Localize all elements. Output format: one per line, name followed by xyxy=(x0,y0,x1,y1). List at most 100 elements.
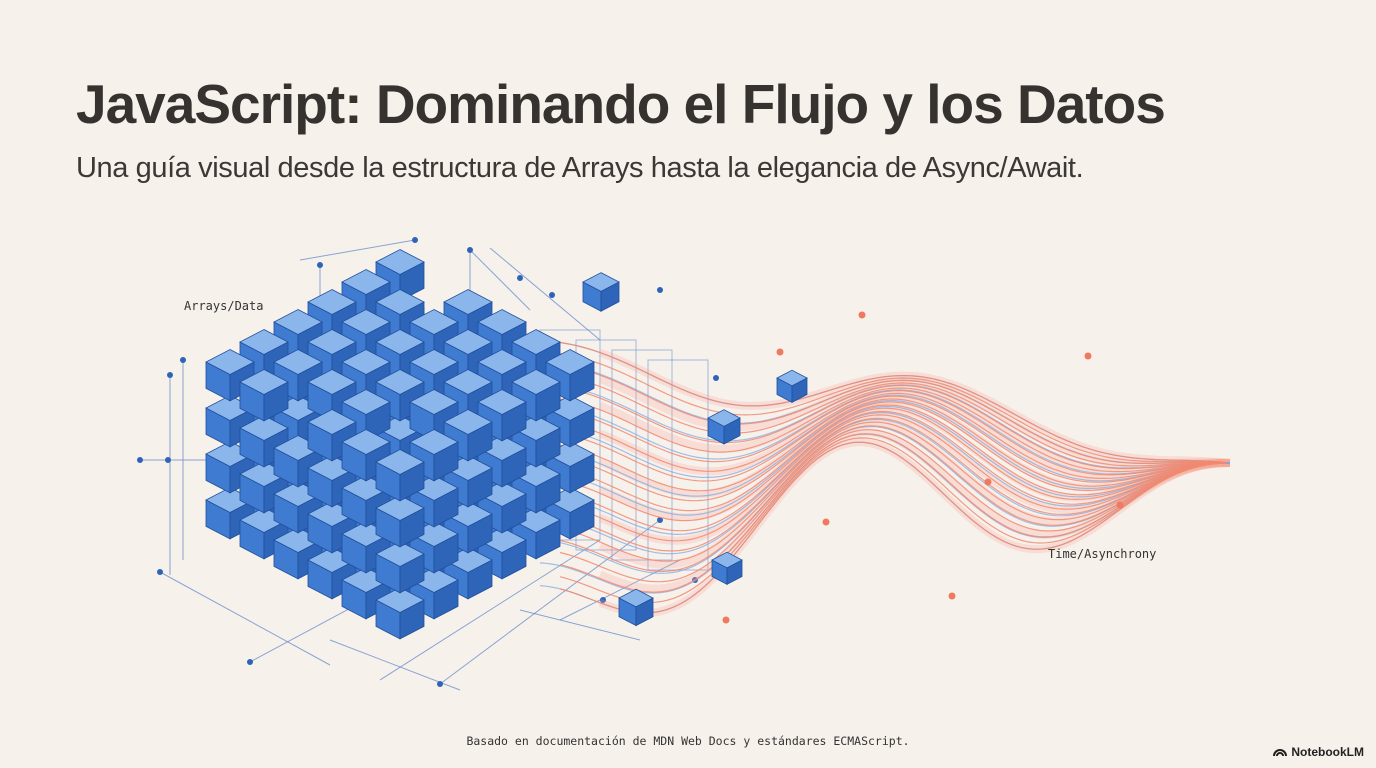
cube-top xyxy=(307,409,357,435)
wave-dot xyxy=(822,518,830,526)
wave-line xyxy=(559,407,1227,522)
decor-line xyxy=(469,249,531,311)
wave-line xyxy=(598,383,1231,475)
right-label: Time/Asynchrony xyxy=(1048,547,1156,561)
cube-top xyxy=(341,429,391,455)
cube-top xyxy=(205,349,255,375)
wave-line xyxy=(559,392,1226,479)
cube-top xyxy=(375,541,425,567)
wave-line xyxy=(559,364,1227,464)
decor-dot xyxy=(713,375,719,381)
left-label: Arrays/Data xyxy=(184,299,263,313)
cube-top xyxy=(375,495,425,521)
wave-line xyxy=(559,421,1227,562)
decor-dot xyxy=(549,292,555,298)
decor-dot xyxy=(600,597,606,603)
wave-dot xyxy=(948,592,956,600)
decor-dot xyxy=(165,457,171,463)
cube-top xyxy=(375,329,425,355)
cube-top xyxy=(239,329,289,355)
wave-line xyxy=(559,395,1227,483)
cube-top xyxy=(511,369,561,395)
brand: NotebookLM xyxy=(1273,745,1364,759)
floating-cubes xyxy=(582,272,808,627)
wave-line xyxy=(559,353,1227,464)
cube-top xyxy=(341,309,391,335)
wave-line xyxy=(559,437,1227,604)
decor-dot xyxy=(412,237,418,243)
decor-line xyxy=(489,247,601,341)
wave-line xyxy=(559,410,1227,532)
cube-top xyxy=(341,389,391,415)
cube-top xyxy=(307,289,357,315)
decor-dot xyxy=(157,569,163,575)
wave-dot xyxy=(1084,352,1092,360)
wave-line xyxy=(559,429,1227,583)
cube-top xyxy=(375,249,425,275)
cube-top xyxy=(443,289,493,315)
wave-line xyxy=(559,401,1227,502)
wave-dot xyxy=(776,348,784,356)
cube-top xyxy=(409,389,459,415)
footer-note: Basado en documentación de MDN Web Docs … xyxy=(466,734,910,748)
decor-dot xyxy=(517,275,523,281)
cube-top xyxy=(477,349,527,375)
decor-dot xyxy=(437,681,443,687)
wave-line xyxy=(559,384,1227,470)
decor-line xyxy=(439,519,661,685)
wave-line xyxy=(559,375,1227,467)
decor-dot xyxy=(247,659,253,665)
decor-line xyxy=(379,539,601,681)
cube-top xyxy=(375,587,425,613)
cube-top xyxy=(375,369,425,395)
decor-line xyxy=(299,239,416,261)
cube-top xyxy=(443,409,493,435)
cube-grid xyxy=(205,249,595,640)
cube-top xyxy=(375,449,425,475)
decor-dot xyxy=(137,457,143,463)
decor-dot xyxy=(657,517,663,523)
wave-line xyxy=(559,441,1227,614)
cube-top xyxy=(545,349,595,375)
cube-top xyxy=(307,329,357,355)
waves xyxy=(539,311,1231,624)
wave-line xyxy=(559,389,1227,476)
cube-top xyxy=(409,309,459,335)
wave-line xyxy=(559,414,1227,542)
decor-dot xyxy=(657,287,663,293)
decor-dot xyxy=(317,262,323,268)
wave-line xyxy=(559,425,1227,573)
title: JavaScript: Dominando el Flujo y los Dat… xyxy=(76,73,1166,135)
wave-dot xyxy=(858,311,866,319)
cube-top xyxy=(375,289,425,315)
brand-name: NotebookLM xyxy=(1291,745,1364,759)
wave-line xyxy=(559,387,1227,473)
decor-line xyxy=(519,609,641,641)
cube-top xyxy=(477,309,527,335)
cube-top xyxy=(511,329,561,355)
wave-dot xyxy=(984,478,992,486)
wave-line xyxy=(559,341,1227,464)
cube-top xyxy=(273,309,323,335)
cube-top xyxy=(273,349,323,375)
wave-line xyxy=(559,404,1227,512)
brand-icon xyxy=(1273,749,1288,757)
wave-line xyxy=(598,375,1231,469)
wave-line xyxy=(540,394,1231,482)
decor-dot xyxy=(180,357,186,363)
cube-top xyxy=(239,369,289,395)
cube-top xyxy=(307,369,357,395)
decor-dot xyxy=(167,372,173,378)
wave-line xyxy=(559,417,1227,552)
cube-top xyxy=(409,349,459,375)
wave-line xyxy=(559,398,1227,492)
wave-line xyxy=(539,412,1231,536)
wave-dot xyxy=(722,616,730,624)
cube-top xyxy=(443,329,493,355)
cube-top xyxy=(618,588,654,608)
subtitle: Una guía visual desde la estructura de A… xyxy=(76,152,1084,184)
cube-top xyxy=(409,429,459,455)
cube-top xyxy=(776,369,808,387)
